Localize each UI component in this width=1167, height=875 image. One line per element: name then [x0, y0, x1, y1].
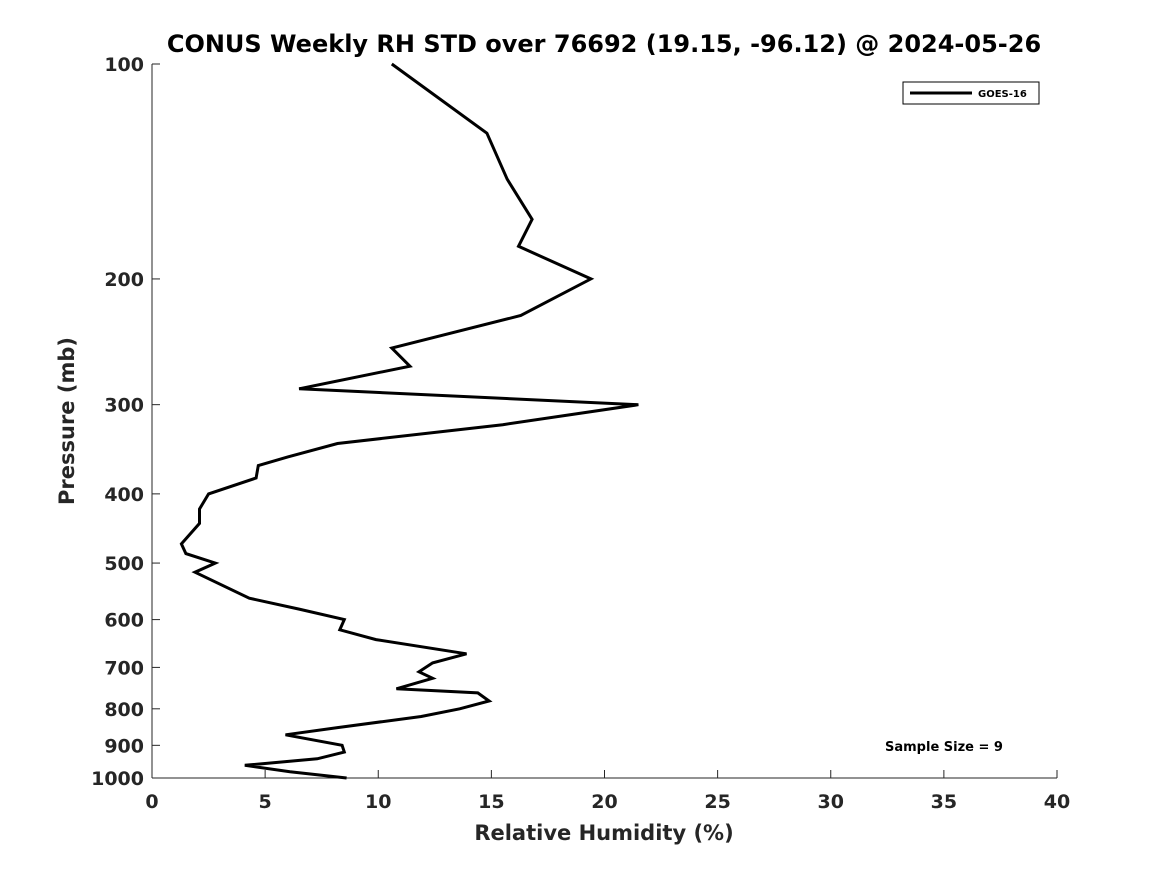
x-tick-label: 30 [818, 791, 844, 813]
legend-label-goes16: GOES-16 [978, 89, 1027, 100]
y-axis-ticks: 100 200 300 400 500 600 700 800 900 1000 [91, 54, 160, 790]
x-tick-label: 35 [931, 791, 957, 813]
chart-title: CONUS Weekly RH STD over 76692 (19.15, -… [167, 30, 1041, 58]
y-tick-label: 200 [104, 269, 144, 291]
x-tick-label: 0 [145, 791, 158, 813]
legend: GOES-16 [902, 81, 1040, 105]
x-axis-label: Relative Humidity (%) [474, 821, 733, 845]
x-axis-ticks: 0 5 10 15 20 25 30 35 40 [145, 770, 1070, 813]
plot-area [151, 64, 1057, 779]
y-tick-label: 600 [104, 610, 144, 632]
y-axis-label: Pressure (mb) [55, 337, 79, 505]
series-layer [179, 62, 639, 780]
y-tick-label: 300 [104, 395, 144, 417]
y-tick-label: 500 [104, 553, 144, 575]
y-tick-label: 100 [104, 54, 144, 76]
y-tick-label: 400 [104, 484, 144, 506]
series-line-goes16 [179, 62, 639, 780]
sample-size-annotation: Sample Size = 9 [885, 740, 1003, 755]
x-tick-label: 10 [365, 791, 391, 813]
x-tick-label: 20 [591, 791, 617, 813]
x-tick-label: 5 [259, 791, 272, 813]
y-tick-label: 900 [104, 735, 144, 757]
y-tick-label: 700 [104, 657, 144, 679]
x-tick-label: 40 [1044, 791, 1070, 813]
y-tick-label: 1000 [91, 768, 144, 790]
y-tick-label: 800 [104, 699, 144, 721]
x-tick-label: 15 [478, 791, 504, 813]
x-tick-label: 25 [704, 791, 730, 813]
